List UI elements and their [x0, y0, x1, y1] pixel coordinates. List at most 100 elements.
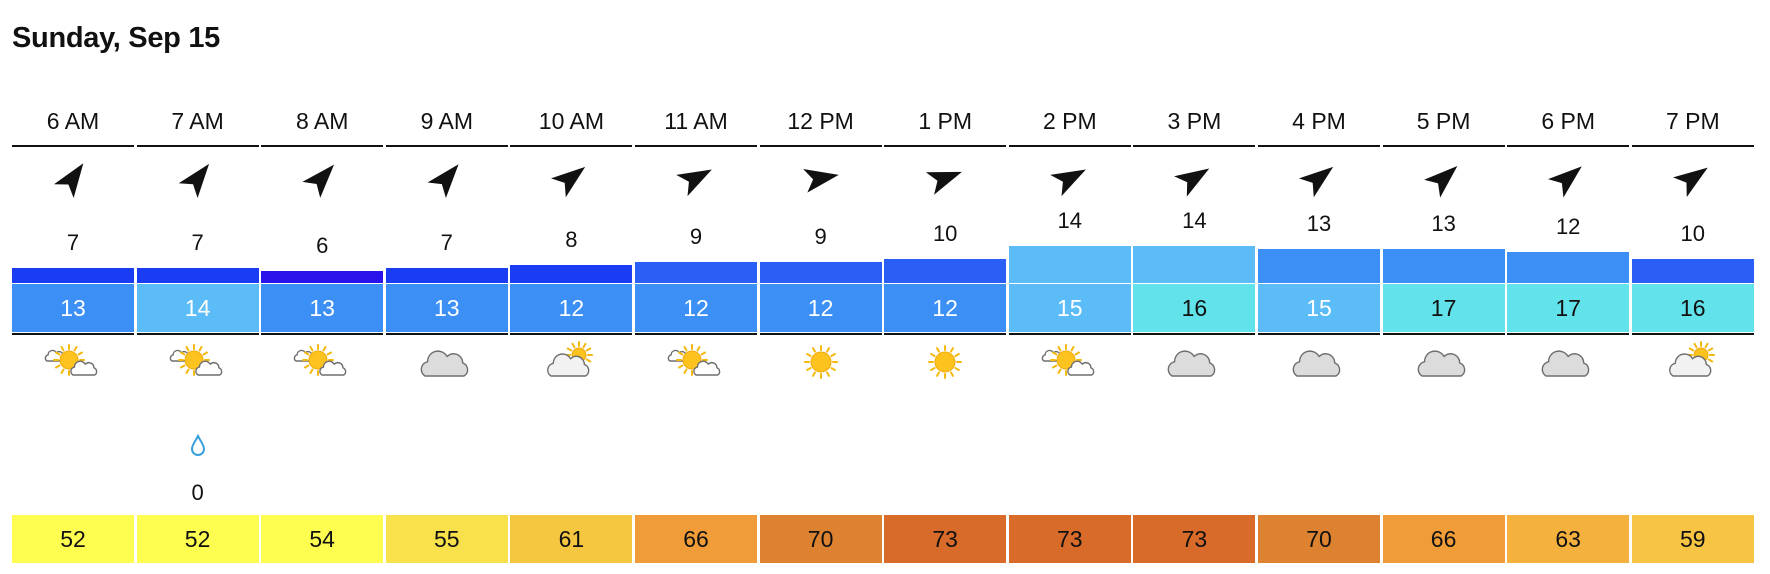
- hour-label: 1 PM: [918, 108, 973, 134]
- wind-direction-icon: [676, 158, 716, 198]
- wind-gust-cell: 14: [136, 284, 259, 332]
- wind-gust-cell: 17: [1382, 284, 1505, 332]
- hour-column: 5 PM 13 17 66: [1382, 100, 1505, 570]
- sun-icon: [915, 340, 975, 384]
- header-divider: [759, 145, 882, 147]
- wind-direction-icon: [1050, 158, 1090, 198]
- header-divider: [1008, 145, 1131, 147]
- hourly-forecast-grid: 6 AM 7 13 52 7 AM 7 14 0 52 8 AM 6 13 54 9 AM 7 13 55 10 …: [12, 100, 1756, 570]
- wind-speed-bar: [1631, 258, 1754, 283]
- hour-label: 4 PM: [1292, 108, 1346, 134]
- hour-column: 3 PM 14 16 73: [1133, 100, 1256, 570]
- sun-icon: [791, 340, 851, 384]
- wind-speed-bar: [1382, 249, 1505, 283]
- wind-gust-cell: 13: [261, 284, 384, 332]
- header-divider: [1507, 145, 1630, 147]
- hour-label: 3 PM: [1167, 108, 1222, 134]
- header-divider: [1258, 145, 1380, 147]
- wind-direction-icon: [178, 158, 218, 198]
- wind-speed-bar: [385, 267, 508, 283]
- wind-direction-icon: [302, 158, 342, 198]
- wind-gust-cell: 13: [12, 284, 134, 332]
- gust-divider: [510, 333, 633, 335]
- wind-direction-icon: [925, 158, 965, 198]
- header-divider: [385, 145, 508, 147]
- wind-speed-value: 7: [66, 229, 80, 255]
- gust-divider: [1382, 333, 1505, 335]
- mostly-cloudy-icon: [1663, 340, 1723, 384]
- wind-direction-icon: [427, 158, 467, 198]
- hour-column: 8 AM 6 13 54: [261, 100, 384, 570]
- header-divider: [12, 145, 134, 147]
- wind-speed-bar: [510, 264, 633, 283]
- hour-label: 6 PM: [1541, 108, 1596, 134]
- header-divider: [136, 145, 259, 147]
- wind-direction-icon: [551, 158, 591, 198]
- wind-speed-bar: [1008, 246, 1131, 283]
- gust-divider: [136, 333, 259, 335]
- wind-speed-value: 14: [1182, 208, 1207, 234]
- gust-divider: [261, 333, 384, 335]
- gust-divider: [635, 333, 757, 335]
- gust-divider: [1008, 333, 1131, 335]
- header-divider: [1382, 145, 1505, 147]
- header-divider: [884, 145, 1007, 147]
- precipitation-value: 0: [191, 480, 204, 505]
- temperature-cell: 66: [1382, 515, 1505, 563]
- wind-speed-value: 13: [1306, 211, 1332, 237]
- hour-label: 5 PM: [1416, 108, 1471, 134]
- temperature-cell: 52: [136, 515, 259, 563]
- gust-divider: [884, 333, 1007, 335]
- wind-speed-value: 6: [316, 233, 329, 258]
- partly-sunny-icon: [43, 340, 103, 384]
- header-divider: [1631, 145, 1754, 147]
- wind-gust-cell: 13: [385, 284, 508, 332]
- page-title: Sunday, Sep 15: [12, 22, 221, 54]
- header-divider: [261, 145, 384, 147]
- header-divider: [510, 145, 633, 147]
- temperature-cell: 55: [385, 515, 508, 563]
- partly-sunny-icon: [666, 340, 726, 384]
- temperature-cell: 52: [12, 515, 134, 563]
- wind-direction-icon: [1299, 158, 1339, 198]
- wind-speed-bar: [1507, 252, 1630, 283]
- gust-divider: [12, 333, 134, 335]
- cloud-icon: [417, 340, 477, 384]
- cloud-icon: [1538, 340, 1598, 384]
- temperature-cell: 63: [1507, 515, 1630, 563]
- gust-divider: [759, 333, 882, 335]
- hour-column: 6 AM 7 13 52: [12, 100, 134, 570]
- hour-label: 10 AM: [538, 108, 604, 134]
- hour-column: 10 AM 8 12 61: [510, 100, 633, 570]
- wind-direction-icon: [53, 158, 93, 198]
- temperature-cell: 70: [759, 515, 882, 563]
- header-divider: [1133, 145, 1256, 147]
- hour-column: 7 PM 10 16 59: [1631, 100, 1754, 570]
- hour-label: 7 PM: [1665, 108, 1720, 134]
- mostly-cloudy-icon: [541, 340, 601, 384]
- wind-speed-bar: [635, 261, 757, 283]
- cloud-icon: [1164, 340, 1224, 384]
- wind-gust-cell: 12: [759, 284, 882, 332]
- wind-speed-value: 12: [1555, 214, 1581, 240]
- hour-column: 2 PM 14 15 73: [1008, 100, 1131, 570]
- hour-label: 12 PM: [787, 108, 854, 134]
- wind-speed-bar: [12, 267, 134, 283]
- hour-column: 4 PM 13 15 70: [1258, 100, 1380, 570]
- hour-column: 7 AM 7 14 0 52: [136, 100, 259, 570]
- wind-direction-icon: [1548, 158, 1588, 198]
- hour-label: 6 AM: [46, 108, 100, 134]
- hour-column: 12 PM 9 12 70: [759, 100, 882, 570]
- wind-speed-value: 10: [932, 220, 958, 246]
- temperature-cell: 73: [884, 515, 1007, 563]
- wind-gust-cell: 16: [1133, 284, 1256, 332]
- wind-speed-value: 7: [191, 229, 204, 255]
- hour-column: 1 PM 10 12 73: [884, 100, 1007, 570]
- temperature-cell: 70: [1258, 515, 1380, 563]
- wind-speed-value: 13: [1431, 211, 1456, 237]
- wind-speed-bar: [759, 261, 882, 283]
- temperature-cell: 73: [1008, 515, 1131, 563]
- hour-column: 6 PM 12 17 63: [1507, 100, 1630, 570]
- wind-speed-bar: [261, 271, 384, 283]
- hour-label: 9 AM: [420, 108, 473, 134]
